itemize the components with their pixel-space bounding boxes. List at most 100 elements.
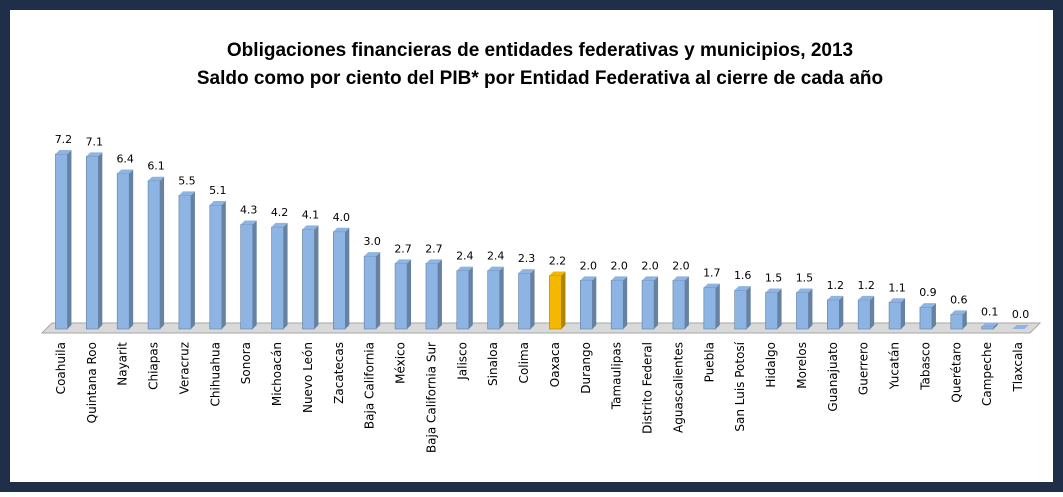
bar-side — [407, 259, 412, 329]
value-label: 2.4 — [487, 250, 505, 263]
value-label: 0.0 — [1012, 308, 1030, 321]
value-label: 7.1 — [86, 135, 104, 148]
x-tick-label: Tamaulipas — [610, 342, 624, 410]
value-label: 2.4 — [456, 250, 474, 263]
value-label: 7.2 — [55, 133, 73, 146]
value-label: 2.0 — [641, 259, 659, 272]
bar — [765, 292, 778, 330]
x-tick-label: Sinaloa — [486, 342, 500, 386]
bar-side — [314, 225, 319, 329]
x-tick-label: Yucatán — [888, 342, 902, 390]
bar-side — [839, 295, 844, 329]
bar — [734, 289, 747, 330]
bar — [394, 263, 408, 330]
bar-top — [1012, 325, 1029, 329]
bar — [610, 280, 624, 330]
value-label: 0.9 — [919, 286, 937, 299]
chart-title: Obligaciones financieras de entidades fe… — [227, 40, 853, 61]
bar-side — [870, 295, 875, 329]
bar-side — [530, 269, 535, 329]
value-label: 2.3 — [518, 252, 536, 265]
bar-top — [765, 288, 782, 293]
bar-top — [148, 176, 165, 181]
bar-top — [240, 220, 257, 225]
bar-top — [734, 286, 751, 291]
bar-side — [777, 288, 782, 329]
x-tick-label: Quintana Roo — [85, 342, 99, 423]
x-tick-label: Durango — [579, 342, 593, 394]
chart-subtitle: Saldo como por ciento del PIB* por Entid… — [197, 68, 883, 89]
x-tick-label: Jalisco — [455, 342, 469, 381]
bar-top — [703, 283, 720, 288]
bar — [240, 224, 253, 330]
bar — [672, 280, 686, 330]
value-label: 2.7 — [425, 242, 443, 255]
x-tick-label: Coahuila — [54, 342, 68, 394]
bar — [209, 204, 223, 330]
bar-top — [364, 252, 381, 257]
bar-top — [117, 169, 134, 174]
bar-side — [808, 288, 813, 329]
bar-side — [561, 271, 566, 329]
bar-side — [98, 152, 103, 329]
bar-side — [160, 176, 165, 329]
x-tick-label: Querétaro — [949, 342, 963, 403]
bar — [857, 299, 871, 330]
bar-top — [919, 303, 936, 308]
value-label: 4.1 — [302, 208, 320, 221]
bar-side — [190, 191, 195, 329]
bar-top — [271, 222, 288, 227]
bar — [827, 299, 840, 330]
x-tick-label: Chihuahua — [208, 342, 222, 406]
value-label: 5.5 — [178, 174, 196, 187]
bar-top — [889, 298, 906, 303]
bar-top — [86, 152, 103, 157]
value-label: 0.6 — [950, 293, 968, 306]
bar-side — [376, 252, 381, 329]
bar — [116, 173, 130, 330]
x-tick-label: Chiapas — [147, 342, 161, 390]
value-label: 2.2 — [549, 255, 567, 268]
bar-top — [55, 150, 72, 154]
bar-side — [931, 303, 936, 329]
bar-side — [684, 276, 689, 329]
bar-side — [221, 201, 226, 329]
x-tick-label: Baja California Sur — [424, 342, 438, 453]
bar-top — [333, 227, 350, 232]
x-tick-label: México — [394, 342, 408, 384]
bar-side — [592, 276, 597, 329]
bar — [919, 306, 933, 330]
x-tick-label: Veracruz — [177, 342, 191, 394]
bar-top — [611, 276, 628, 281]
value-label: 2.0 — [580, 259, 598, 272]
bar-top — [209, 201, 226, 206]
x-tick-label: Baja California — [363, 342, 377, 429]
bar-top — [672, 276, 689, 281]
value-label: 4.2 — [271, 206, 289, 219]
floor — [40, 322, 1042, 334]
bar — [456, 270, 470, 330]
bar-top — [858, 295, 875, 300]
value-label: 2.0 — [672, 259, 690, 272]
bar-side — [901, 298, 906, 329]
bar-side — [437, 259, 442, 329]
x-tick-label: Morelos — [795, 342, 809, 389]
value-label: 0.1 — [981, 306, 999, 319]
bar — [549, 275, 562, 330]
bar — [363, 255, 377, 330]
bar-top — [425, 259, 442, 264]
x-tick-label: San Luis Potosí — [733, 341, 747, 431]
x-tick-label: Guerrero — [857, 342, 871, 395]
bar — [333, 231, 346, 330]
x-tick-label: Nuevo León — [301, 342, 315, 413]
bar — [302, 229, 315, 330]
x-tick-label: Nayarit — [116, 342, 130, 386]
bar-top — [395, 259, 412, 264]
bar — [580, 280, 593, 330]
bar-side — [252, 220, 257, 329]
bar-top — [796, 288, 813, 293]
bar — [888, 301, 902, 330]
value-label: 1.6 — [734, 269, 752, 282]
bar — [703, 287, 717, 330]
